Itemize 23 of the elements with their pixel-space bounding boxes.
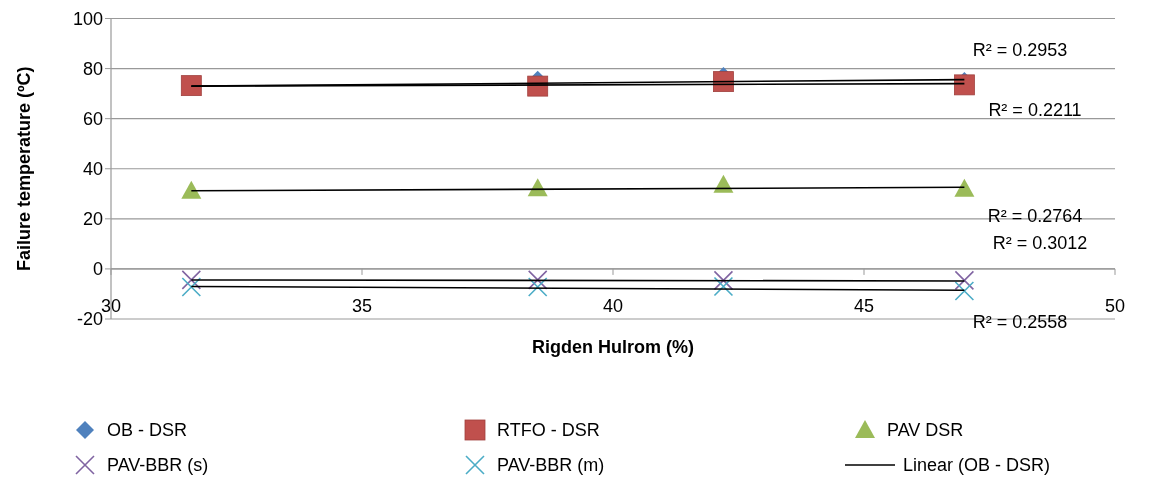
legend-label: PAV-BBR (s) [107, 455, 209, 476]
x-tick-label: 45 [853, 295, 875, 316]
annotation: R² = 0.2953 [972, 40, 1068, 61]
y-tick-label: 0 [92, 259, 103, 280]
annotation: R² = 0.2558 [972, 312, 1068, 333]
y-tick-label: 80 [82, 58, 103, 79]
y-tick-label: 20 [82, 209, 103, 230]
y-axis-title: Failure temperature (ºC) [14, 66, 34, 272]
x-tick-label: 50 [1104, 295, 1126, 316]
legend-label: PAV DSR [887, 420, 964, 441]
x-tick-label: 35 [351, 295, 373, 316]
x-axis-title: Rigden Hulrom (%) [532, 337, 694, 357]
y-tick-label: 40 [82, 159, 103, 180]
legend-label: OB - DSR [107, 420, 188, 441]
annotation: R² = 0.3012 [992, 233, 1088, 254]
legend-label: RTFO - DSR [497, 420, 600, 441]
y-tick-label: 100 [72, 8, 103, 29]
y-tick-label: 60 [82, 108, 103, 129]
x-tick-label: 40 [602, 295, 624, 316]
legend-label: PAV-BBR (m) [497, 455, 605, 476]
annotation: R² = 0.2211 [988, 100, 1082, 121]
legend-label: Linear (OB - DSR) [903, 455, 1051, 476]
annotation: R² = 0.2764 [987, 206, 1083, 227]
